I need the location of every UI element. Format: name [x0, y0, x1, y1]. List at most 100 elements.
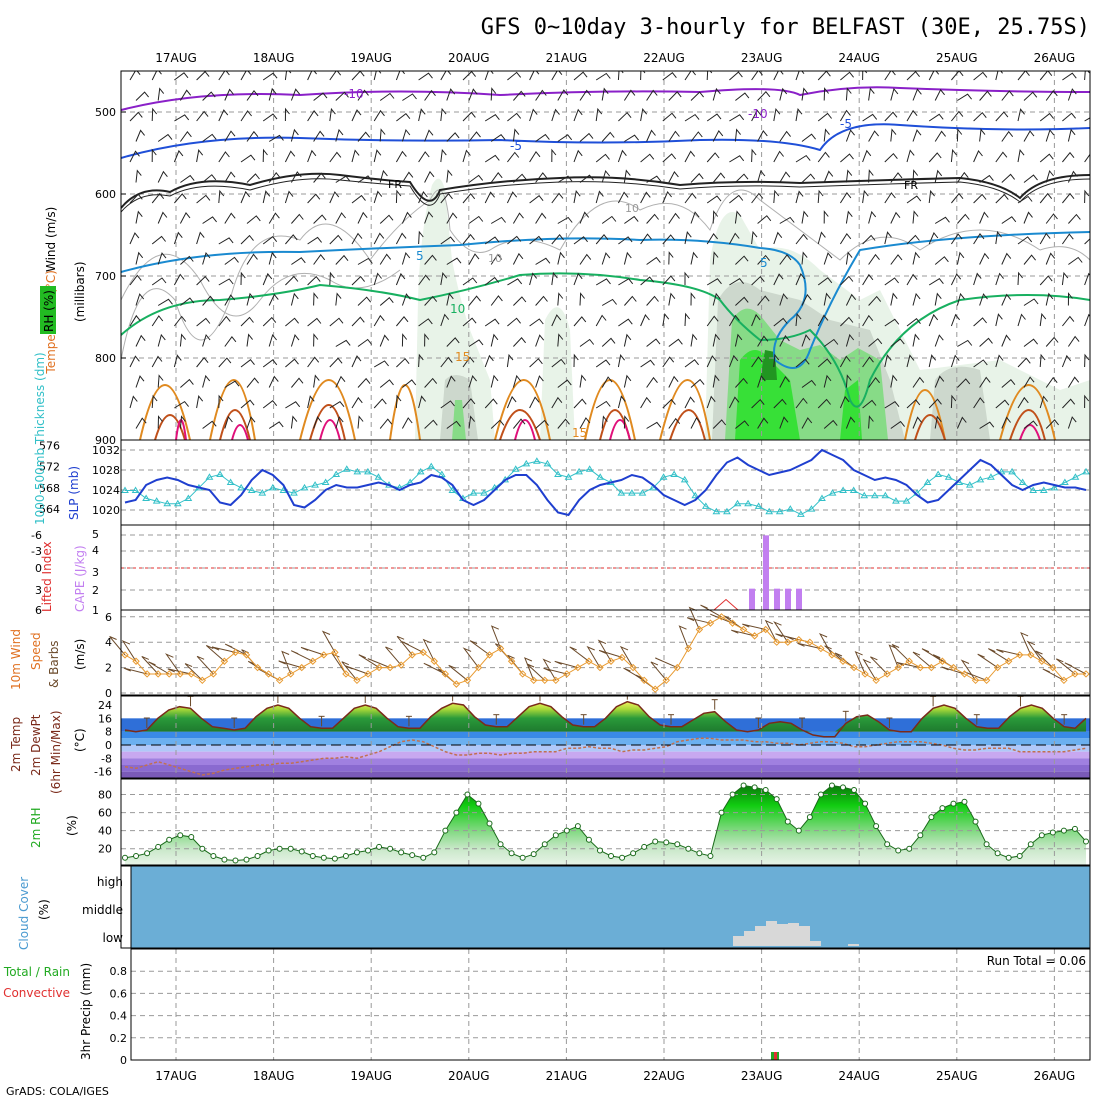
slp-thickness-panel: 576 572 568 564 1032 1028 1024 1020 1000-500mb … — [33, 352, 1091, 526]
thickness-point — [121, 486, 129, 493]
tick-label: 6 — [35, 604, 42, 617]
tick-label: 1020 — [92, 504, 120, 517]
thickness-point — [892, 497, 900, 504]
wind-barb — [801, 87, 809, 101]
cape-bar — [774, 588, 780, 610]
wind-barb — [1001, 334, 1011, 347]
wind-point — [949, 663, 958, 672]
label-temp-c: (6hr Min/Max) — [49, 711, 63, 795]
cloud-bar — [810, 941, 821, 946]
wind-barb — [912, 416, 922, 429]
wind-barb — [535, 375, 544, 388]
wind-barb — [462, 647, 479, 668]
wind-barb — [513, 337, 526, 347]
wind-barb — [668, 375, 679, 388]
rh-point — [331, 855, 338, 862]
wind-barb — [462, 317, 477, 327]
wind-barb — [956, 128, 963, 142]
rh-point — [387, 845, 394, 852]
wind-barb — [729, 71, 743, 81]
wind-barb — [379, 128, 386, 142]
rh-point — [144, 850, 151, 857]
thickness-point — [575, 467, 583, 475]
tick-label: 0 — [105, 739, 112, 752]
label-rh-a: 2m RH — [29, 808, 43, 849]
thickness-point — [902, 497, 911, 504]
wind-barb — [468, 375, 477, 388]
wind-barb — [795, 312, 802, 327]
rh-point — [265, 847, 272, 854]
wind-barb — [174, 315, 187, 327]
date-label: 25AUG — [936, 1069, 978, 1083]
wind-barb — [817, 189, 824, 204]
wind-barb — [246, 89, 259, 101]
wind-barb — [906, 234, 920, 245]
tick-label: 700 — [95, 270, 116, 283]
wind-barb — [291, 377, 304, 388]
wind-barb — [507, 235, 522, 245]
wind-barb — [801, 334, 811, 347]
wind-barb — [1023, 254, 1036, 265]
temperature-line — [124, 700, 1087, 738]
wind-barb — [401, 417, 413, 429]
wind-barb — [379, 379, 394, 388]
wind-barb — [1001, 173, 1015, 183]
wind-barb — [1084, 394, 1090, 409]
wind-barb — [379, 253, 392, 265]
wind-barb — [357, 338, 373, 347]
thickness-point — [1060, 478, 1069, 485]
wind-barb — [395, 71, 405, 81]
wind-barb — [1017, 108, 1025, 122]
date-label: 19AUG — [350, 1069, 392, 1083]
wind-barb — [557, 175, 573, 183]
wind-barb — [640, 359, 655, 368]
wind-barb — [956, 251, 965, 265]
wind-barb — [224, 171, 236, 183]
wind-barb — [490, 216, 506, 224]
rh-point — [298, 848, 305, 855]
wind-barb — [1023, 174, 1038, 183]
wind-barb — [196, 317, 211, 327]
wind-barb — [202, 251, 211, 265]
wind-barb — [440, 236, 455, 245]
wind-barb — [662, 112, 677, 122]
label-cloud-a: Cloud Cover — [17, 877, 31, 950]
wind-barb — [1045, 252, 1056, 265]
wind-barb — [668, 338, 683, 347]
wind-barb — [135, 129, 145, 142]
wind-barb — [285, 275, 299, 286]
wind-barb — [928, 113, 944, 122]
contour-label: 10 — [450, 302, 465, 316]
wind-barb — [1045, 169, 1054, 183]
rh-point — [1016, 852, 1023, 859]
wind-point — [430, 657, 438, 665]
wind-barb — [329, 401, 345, 409]
wind-barb — [224, 380, 240, 388]
label-precip-conv: Convective — [3, 986, 70, 1000]
wind-point — [1060, 676, 1068, 685]
wind-barb — [218, 151, 230, 163]
wind-barb — [307, 110, 319, 122]
date-label: 22AUG — [643, 1069, 685, 1083]
rh-point — [166, 836, 173, 843]
wind-barb — [957, 339, 973, 347]
wind-barb — [218, 109, 229, 122]
wind-barb — [179, 415, 186, 429]
wind-barb — [462, 71, 476, 81]
wind-barb — [868, 87, 875, 101]
wind-barb — [1001, 378, 1016, 388]
wind-barb — [535, 212, 547, 224]
wind-barb — [797, 642, 822, 650]
wind-barb — [646, 338, 661, 347]
wind-barb — [995, 71, 1003, 81]
cloud-bar — [733, 936, 744, 946]
cloud-bar — [744, 931, 755, 946]
contour-labels: -10 -10 -5 -5 FR FR 10 10 5 5 10 15 15 — [344, 87, 918, 440]
wind-barb — [706, 113, 722, 122]
wind-barb — [396, 357, 410, 368]
wind-point — [673, 663, 682, 672]
cloud-low-bars — [733, 921, 859, 946]
wind-barb — [424, 419, 438, 429]
wind-barb — [351, 232, 363, 245]
cloud-bar — [799, 926, 810, 946]
